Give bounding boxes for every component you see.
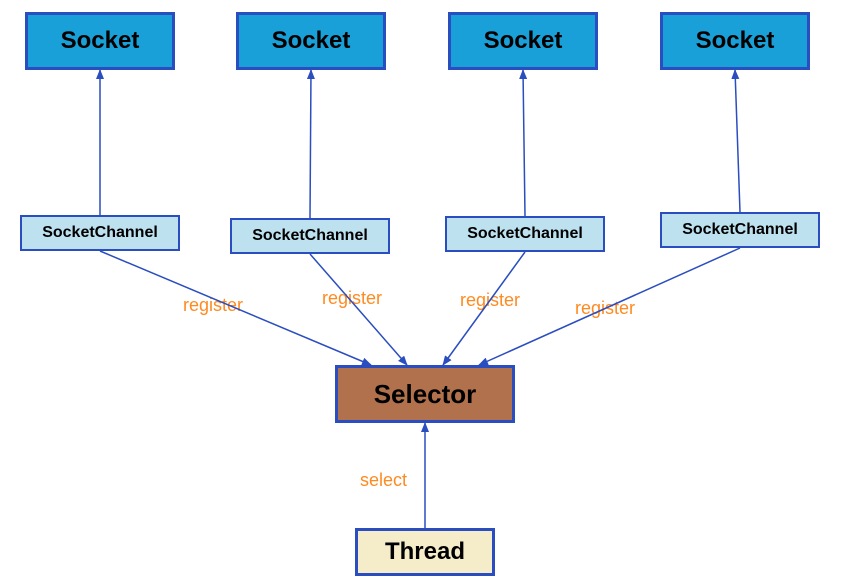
edge-arrow [310, 70, 311, 218]
socketchannel-label: SocketChannel [252, 227, 368, 245]
socketchannel-node-1: SocketChannel [20, 215, 180, 251]
edge-label-register-1: register [183, 295, 243, 316]
socket-node-3: Socket [448, 12, 598, 70]
socketchannel-label: SocketChannel [42, 224, 158, 242]
edge-label-register-3: register [460, 290, 520, 311]
socket-node-4: Socket [660, 12, 810, 70]
socket-label: Socket [272, 27, 351, 55]
edge-arrow [523, 70, 525, 216]
edge-label-select: select [360, 470, 407, 491]
socketchannel-node-4: SocketChannel [660, 212, 820, 248]
socket-node-2: Socket [236, 12, 386, 70]
socketchannel-node-3: SocketChannel [445, 216, 605, 252]
socket-label: Socket [61, 27, 140, 55]
socket-label: Socket [484, 27, 563, 55]
socket-label: Socket [696, 27, 775, 55]
socket-node-1: Socket [25, 12, 175, 70]
edge-label-register-2: register [322, 288, 382, 309]
socketchannel-label: SocketChannel [682, 221, 798, 239]
edge-label-register-4: register [575, 298, 635, 319]
thread-node: Thread [355, 528, 495, 576]
edge-arrow [735, 70, 740, 212]
socketchannel-node-2: SocketChannel [230, 218, 390, 254]
edge-arrow [310, 254, 407, 365]
edge-layer [0, 0, 867, 581]
thread-label: Thread [385, 538, 465, 566]
selector-node: Selector [335, 365, 515, 423]
socketchannel-label: SocketChannel [467, 225, 583, 243]
selector-label: Selector [374, 379, 477, 410]
